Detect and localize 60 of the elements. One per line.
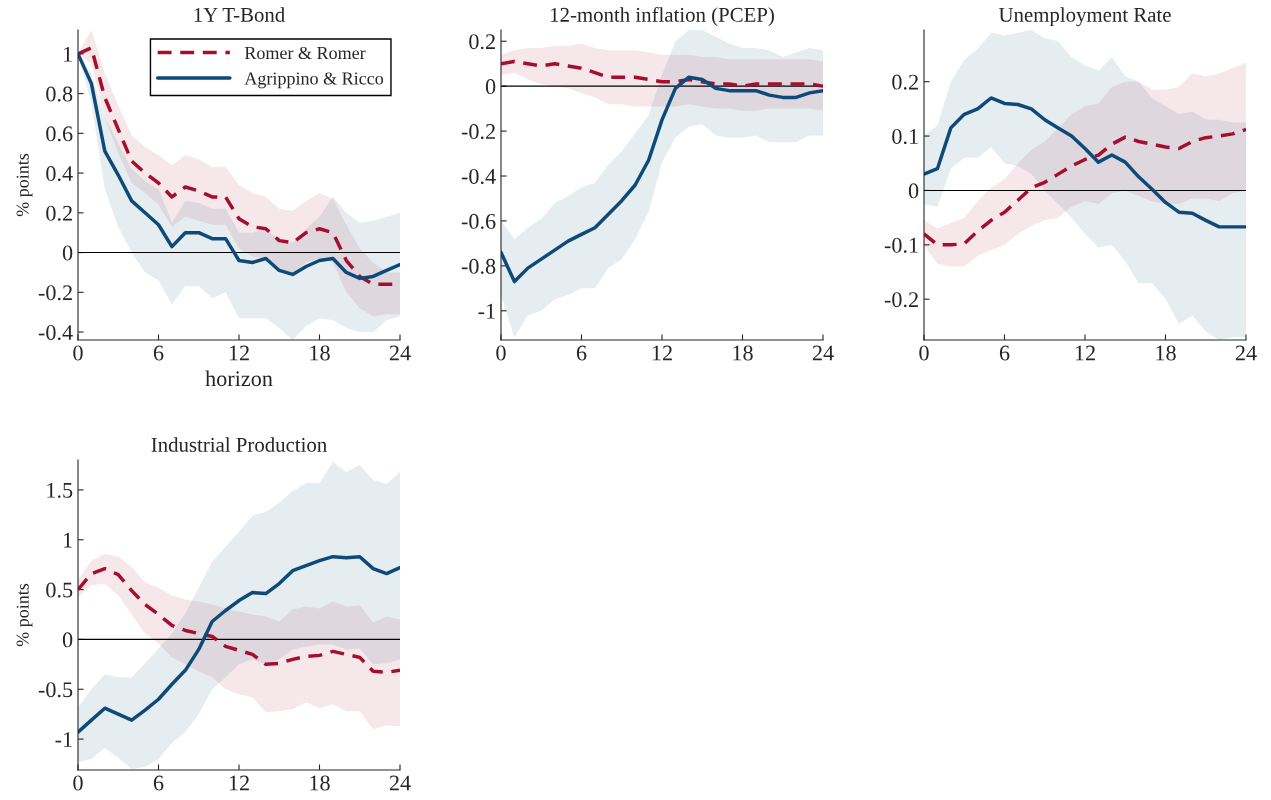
y-tick-label: -1 <box>55 732 72 747</box>
y-tick-label: 0.2 <box>892 74 918 90</box>
y-tick-label: 1 <box>63 532 72 548</box>
line-series <box>501 75 823 284</box>
x-tick-label: 0 <box>73 775 83 791</box>
y-tick-label: -0.4 <box>38 324 73 341</box>
x-tick-label: 12 <box>652 345 672 361</box>
x-tick-label: 18 <box>310 345 330 361</box>
x-tick-label: 12 <box>229 775 249 791</box>
y-tick-label: 0 <box>62 632 73 648</box>
x-tick-label: 0 <box>919 345 929 361</box>
chart-title: Industrial Production <box>151 437 327 452</box>
y-tick-label: -0.1 <box>884 237 918 253</box>
y-axis-title: % points <box>16 583 33 647</box>
chart-title: Unemployment Rate <box>998 7 1171 27</box>
x-tick-label: 6 <box>576 345 587 361</box>
x-tick-label: 24 <box>1235 345 1257 361</box>
y-tick-label: -0.8 <box>461 258 496 274</box>
y-tick-label: 0.6 <box>46 126 73 142</box>
y-tick-label: 1.5 <box>47 482 73 498</box>
y-tick-label: 0.2 <box>46 205 72 221</box>
x-tick-label: 0 <box>73 345 83 361</box>
y-axis-title: % points <box>16 153 33 217</box>
line-series <box>78 566 400 675</box>
x-tick-label: 24 <box>389 345 411 361</box>
x-tick-label: 24 <box>389 775 411 791</box>
y-tick-label: 0.5 <box>46 582 73 598</box>
chart-title: 1Y T-Bond <box>194 7 285 22</box>
y-tick-label: -0.2 <box>461 124 495 140</box>
x-tick-label: 24 <box>812 345 834 361</box>
y-tick-label: -0.6 <box>461 213 496 229</box>
legend-label: Agrippino & Ricco <box>244 72 384 89</box>
line-series <box>501 59 823 88</box>
line-series <box>924 127 1246 247</box>
x-tick-label: 0 <box>496 345 506 361</box>
y-tick-label: 0.1 <box>892 128 918 145</box>
y-tick-label: 0.2 <box>469 34 495 50</box>
y-tick-label: 0.4 <box>46 166 73 182</box>
y-tick-label: -0.4 <box>461 168 496 185</box>
y-tick-label: 0.8 <box>46 86 73 102</box>
y-tick-label: -0.2 <box>38 285 72 301</box>
x-tick-label: 6 <box>153 775 164 791</box>
x-tick-label: 6 <box>999 345 1010 361</box>
x-tick-label: 18 <box>733 345 753 361</box>
x-axis-title: horizon <box>205 370 273 387</box>
y-tick-label: -1 <box>478 303 495 319</box>
y-tick-label: -0.2 <box>884 292 918 308</box>
x-tick-label: 18 <box>310 775 330 791</box>
chart-title: 12-month inflation (PCEP) <box>550 7 774 27</box>
line-series <box>924 96 1246 229</box>
y-tick-label: 0 <box>908 183 919 199</box>
y-tick-label: 0 <box>485 79 496 95</box>
y-tick-label: -0.5 <box>38 682 73 698</box>
x-tick-label: 6 <box>153 345 164 361</box>
y-tick-label: 0 <box>62 245 73 261</box>
x-tick-label: 12 <box>1075 345 1095 361</box>
x-tick-label: 12 <box>229 345 249 361</box>
y-tick-label: 1 <box>63 46 72 62</box>
legend-label: Romer & Romer <box>244 46 366 60</box>
x-tick-label: 18 <box>1156 345 1176 361</box>
